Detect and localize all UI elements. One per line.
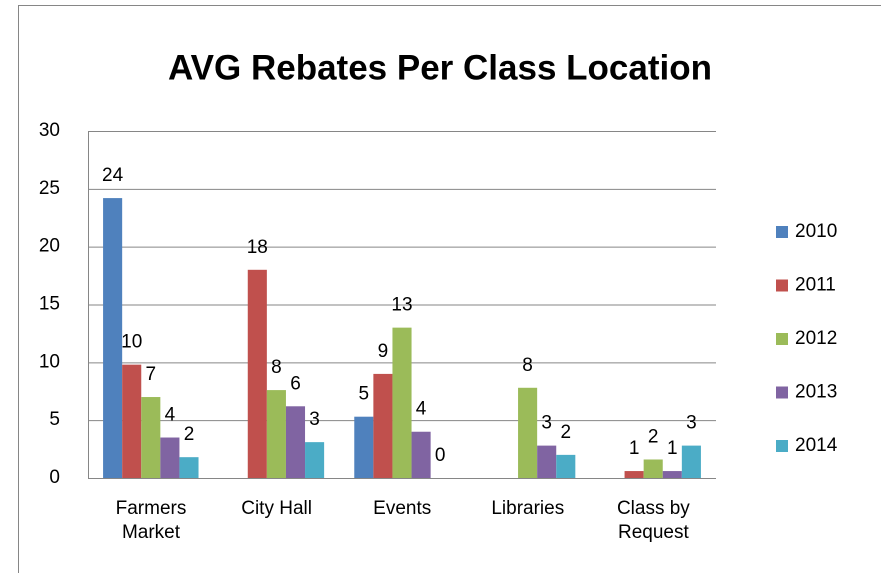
legend-label: 2012 [795,328,837,349]
bar [518,387,538,478]
chart-border [18,5,881,573]
x-tick-label: City Hall [241,498,312,519]
legend-label: 2013 [795,382,837,403]
bar [624,471,644,478]
data-label: 2 [184,424,195,445]
x-tick-label: Events [373,498,432,519]
y-tick-label: 0 [49,467,60,488]
bar [103,198,123,478]
data-label: 8 [271,357,282,378]
bar [373,373,393,478]
data-label: 5 [359,384,370,405]
y-tick-label: 15 [39,294,60,315]
data-label: 8 [522,355,533,376]
data-label: 10 [121,332,142,353]
legend-swatch [776,226,788,238]
data-label: 18 [247,237,268,258]
legend-swatch [776,279,788,292]
data-label: 6 [290,373,301,394]
y-tick-label: 20 [39,236,60,257]
data-label: 3 [541,413,552,434]
legend-label: 2014 [795,435,838,456]
bar [247,269,267,478]
data-label: 4 [416,399,427,420]
x-tick-label: Class by Request [616,498,690,543]
bar [556,454,576,478]
bar [681,445,701,478]
data-label: 3 [309,409,320,430]
bar [537,445,557,478]
x-tick-label: Farmers Market [115,498,187,543]
data-label: 13 [391,295,412,316]
data-label: 2 [648,427,659,448]
y-tick-label: 10 [39,351,60,372]
data-label: 1 [629,438,640,459]
x-tick-label: Libraries [491,498,565,519]
y-tick-label: 30 [39,120,60,141]
bar [662,471,682,478]
data-label: 2 [560,422,571,443]
chart-title: AVG Rebates Per Class Location [168,48,712,87]
bar [643,459,663,478]
bar [179,457,199,478]
y-tick-label: 5 [49,409,60,430]
y-tick-label: 25 [39,178,60,199]
data-label: 1 [667,438,678,459]
data-label: 24 [102,165,124,186]
legend-swatch [776,440,788,452]
data-label: 7 [146,364,157,385]
bar [305,442,325,478]
data-label: 0 [435,445,446,466]
legend-label: 2010 [795,221,837,242]
bar [354,416,374,478]
legend-swatch [776,386,788,399]
bar [285,406,306,478]
bar [411,431,431,478]
bar [392,327,412,478]
data-label: 3 [686,413,697,434]
bar [266,390,286,478]
bar [122,364,142,478]
data-label: 4 [165,405,176,426]
data-label: 9 [378,341,389,362]
bar [141,397,161,478]
legend-label: 2011 [795,275,836,296]
legend-swatch [776,333,788,345]
bar [160,437,180,478]
